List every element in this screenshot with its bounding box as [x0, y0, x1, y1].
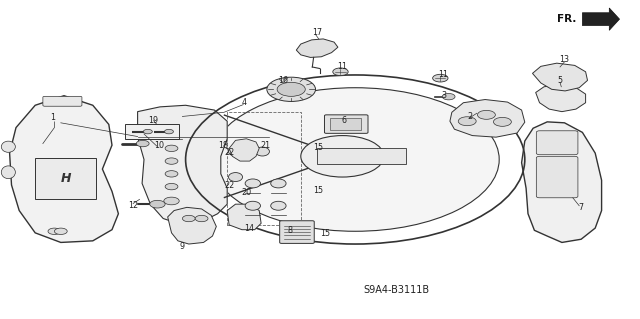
Ellipse shape: [271, 179, 286, 188]
FancyBboxPatch shape: [43, 96, 82, 106]
Text: 16: 16: [278, 76, 289, 85]
Text: 1: 1: [51, 113, 56, 122]
Text: 22: 22: [224, 181, 234, 190]
Circle shape: [165, 171, 178, 177]
FancyBboxPatch shape: [536, 131, 578, 155]
Text: 12: 12: [128, 201, 138, 210]
Text: 13: 13: [559, 56, 570, 64]
Circle shape: [143, 130, 152, 134]
Polygon shape: [317, 148, 406, 164]
Ellipse shape: [1, 141, 15, 152]
Text: 18: 18: [218, 141, 228, 150]
Polygon shape: [532, 63, 588, 91]
Polygon shape: [229, 139, 259, 161]
Text: 15: 15: [320, 229, 330, 238]
FancyBboxPatch shape: [125, 124, 179, 139]
Text: 14: 14: [244, 224, 255, 233]
Circle shape: [477, 110, 495, 119]
Circle shape: [54, 228, 67, 234]
Circle shape: [48, 228, 61, 234]
Polygon shape: [522, 122, 602, 242]
Text: S9A4-B3111B: S9A4-B3111B: [364, 285, 430, 295]
Text: 4: 4: [242, 98, 247, 107]
Circle shape: [165, 158, 178, 164]
Polygon shape: [536, 85, 586, 112]
Text: H: H: [60, 172, 71, 185]
Circle shape: [165, 145, 178, 152]
Circle shape: [150, 200, 165, 208]
Text: 17: 17: [312, 28, 322, 37]
Text: 19: 19: [148, 116, 159, 125]
FancyBboxPatch shape: [330, 118, 361, 130]
Circle shape: [277, 82, 305, 96]
Polygon shape: [138, 105, 227, 225]
FancyBboxPatch shape: [324, 115, 368, 133]
FancyBboxPatch shape: [536, 156, 578, 198]
Circle shape: [211, 88, 499, 231]
Text: 6: 6: [342, 116, 347, 125]
Text: FR.: FR.: [557, 14, 576, 24]
Circle shape: [267, 77, 316, 101]
Circle shape: [493, 117, 511, 126]
Polygon shape: [582, 8, 620, 30]
FancyBboxPatch shape: [35, 158, 96, 199]
Polygon shape: [168, 207, 216, 244]
Text: 2: 2: [468, 112, 473, 121]
Circle shape: [333, 68, 348, 76]
Ellipse shape: [228, 147, 243, 156]
Text: 8: 8: [287, 226, 292, 235]
Circle shape: [136, 140, 149, 147]
Polygon shape: [450, 100, 525, 137]
Circle shape: [164, 130, 173, 134]
Circle shape: [442, 93, 455, 100]
Ellipse shape: [255, 147, 269, 156]
Text: 22: 22: [224, 148, 234, 157]
Text: 10: 10: [154, 141, 164, 150]
Ellipse shape: [1, 166, 15, 179]
Polygon shape: [296, 39, 338, 57]
Text: 11: 11: [337, 62, 347, 71]
Ellipse shape: [245, 201, 260, 210]
Ellipse shape: [271, 201, 286, 210]
Text: 7: 7: [578, 203, 583, 212]
Text: 20: 20: [241, 188, 252, 197]
Circle shape: [195, 215, 208, 222]
Text: 15: 15: [313, 186, 323, 195]
Text: 11: 11: [438, 70, 448, 78]
FancyBboxPatch shape: [280, 221, 314, 243]
Circle shape: [182, 215, 195, 222]
Circle shape: [433, 74, 448, 82]
Circle shape: [458, 117, 476, 126]
Circle shape: [301, 136, 384, 177]
Circle shape: [164, 197, 179, 205]
Circle shape: [165, 183, 178, 190]
Ellipse shape: [245, 179, 260, 188]
Text: 3: 3: [441, 91, 446, 100]
Polygon shape: [227, 204, 261, 230]
Circle shape: [164, 132, 179, 139]
Text: 5: 5: [557, 76, 563, 85]
Text: 9: 9: [180, 242, 185, 251]
Polygon shape: [10, 96, 118, 242]
Ellipse shape: [228, 173, 243, 182]
Text: 21: 21: [260, 141, 271, 150]
Text: 15: 15: [313, 143, 323, 152]
